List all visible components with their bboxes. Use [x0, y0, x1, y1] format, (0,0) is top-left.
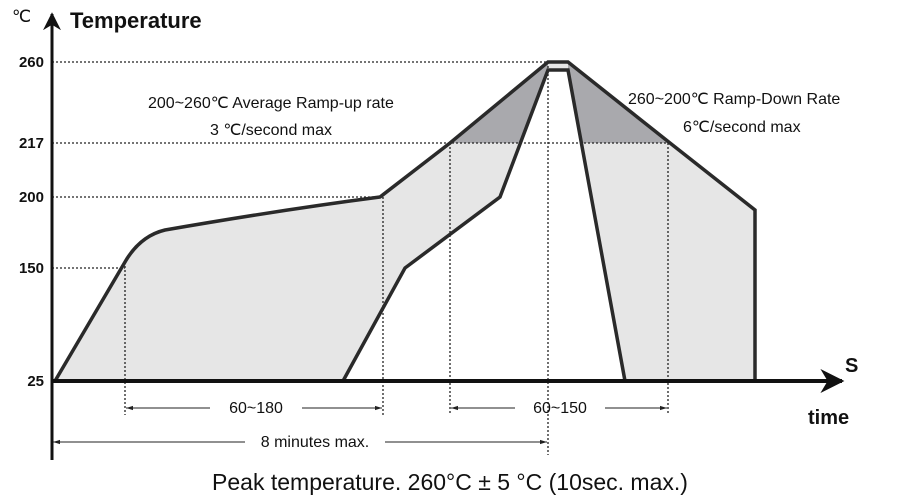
y-tick: 260: [19, 54, 44, 71]
x-title: time: [808, 407, 849, 429]
y-tick: 25: [27, 373, 44, 390]
annotation: 200~260℃ Average Ramp-up rate: [148, 95, 394, 112]
duration: 60~150: [533, 400, 587, 417]
y-tick: 150: [19, 260, 44, 277]
profile-outer: [53, 60, 757, 382]
duration: 8 minutes max.: [261, 434, 369, 451]
annotation: 6℃/second max: [683, 119, 801, 136]
profile-inner: [341, 68, 627, 382]
y-tick: 217: [19, 135, 44, 152]
annotation: 3 ℃/second max: [210, 122, 332, 139]
inner-area: [343, 70, 625, 381]
y-title: Temperature: [70, 8, 202, 33]
annotation: 260~200℃ Ramp-Down Rate: [628, 91, 840, 108]
guides: [52, 61, 670, 455]
duration: 60~180: [229, 400, 283, 417]
y-tick: 200: [19, 189, 44, 206]
x-unit: S: [845, 355, 858, 377]
caption: Peak temperature. 260°C ± 5 °C (10sec. m…: [212, 469, 688, 495]
dimensions: [53, 405, 667, 445]
y-unit: ℃: [12, 7, 31, 26]
